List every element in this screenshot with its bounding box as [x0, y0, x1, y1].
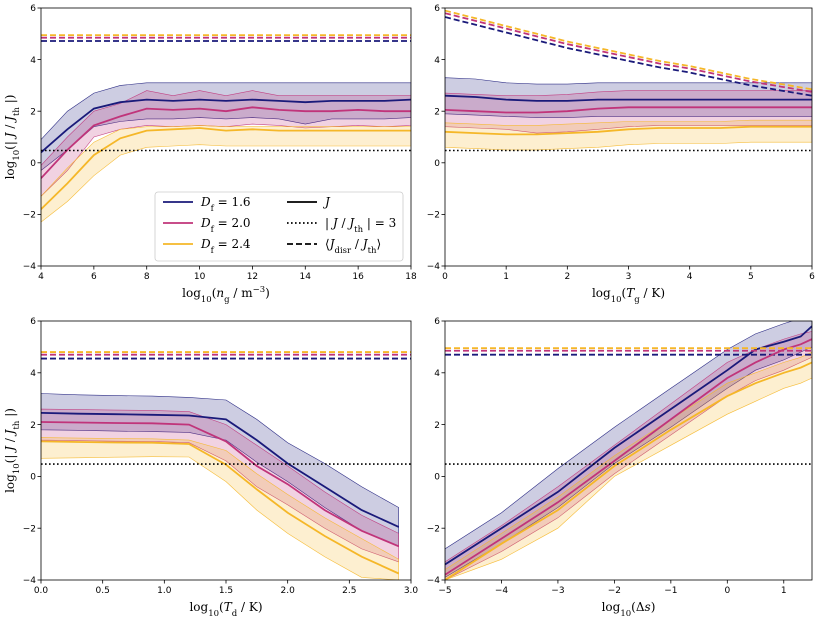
line-disr-Df20	[445, 12, 812, 93]
panel-3: 0.0 0.5 1.0 1.5 2.0 2.5 3.0 −4 −2 0 2 4 6 log10(Td / …	[3, 317, 418, 619]
line-J-Df16	[445, 325, 812, 566]
x-tick-label: 2.0	[281, 586, 296, 596]
y-tick-label: −4	[23, 262, 37, 272]
x-tick-label: 12	[247, 272, 258, 282]
x-tick-label: 1.5	[219, 586, 233, 596]
y-tick-label: −2	[23, 211, 36, 221]
y-tick-label: −2	[427, 524, 440, 534]
y-tick-label: 4	[30, 56, 36, 66]
x-tick-label: 18	[405, 272, 417, 282]
legend-label-disr: ⟨Jdisr / Jth⟩	[325, 237, 381, 256]
y-axis-label: log10(| J / Jth |)	[3, 408, 22, 493]
legend-label-Df20: Df = 2.0	[200, 216, 251, 235]
y-tick-label: −4	[23, 576, 37, 586]
legend: Df = 1.6 Df = 2.0 Df = 2.4 J | J / Jth | = 3…	[154, 191, 404, 262]
plot-area	[41, 34, 411, 223]
x-tick-label: 0.5	[96, 586, 110, 596]
x-axis-label: log10(Δs)	[602, 600, 656, 619]
plot-area	[445, 321, 812, 580]
line-J-Df16	[41, 412, 400, 528]
y-tick-label: 2	[30, 421, 36, 431]
line-J-Df24	[445, 361, 812, 580]
legend-box	[154, 191, 404, 262]
y-axis-label: log10(| J / Jth |)	[3, 95, 22, 180]
axes-frame	[444, 320, 813, 581]
y-tick-label: 2	[434, 421, 440, 431]
y-tick-label: 6	[434, 317, 440, 327]
x-tick-label: −2	[608, 586, 621, 596]
x-tick-label: 3	[626, 272, 632, 282]
x-tick-label: 0	[442, 272, 448, 282]
band-Df24	[41, 437, 399, 580]
x-tick-label: −5	[438, 586, 451, 596]
line-disr-Df24	[445, 9, 812, 91]
x-tick-label: 0	[724, 586, 730, 596]
band-Df24	[445, 351, 812, 580]
x-axis-label: log10(ng / m−3)	[182, 285, 270, 305]
y-tick-label: 0	[434, 473, 440, 483]
y-tick-label: 4	[30, 369, 36, 379]
y-tick-label: 4	[434, 369, 440, 379]
x-tick-label: 4	[38, 272, 44, 282]
y-tick-label: 6	[434, 4, 440, 14]
line-J-Df20	[445, 338, 812, 576]
band-Df20	[445, 331, 812, 580]
line-J-Df20	[445, 106, 812, 114]
y-tick-label: −2	[427, 211, 440, 221]
x-axis-label: log10(Td / K)	[189, 600, 262, 619]
y-tick-label: 0	[434, 159, 440, 169]
y-tick-label: 0	[30, 473, 36, 483]
plot-area	[41, 351, 411, 580]
legend-label-Df16: Df = 1.6	[200, 195, 251, 214]
line-J-Df16	[41, 98, 411, 154]
line-disr-Df16	[445, 16, 812, 97]
axes-frame	[40, 7, 412, 267]
x-tick-label: 8	[144, 272, 150, 282]
x-tick-label: 10	[194, 272, 206, 282]
band-Df16	[41, 82, 411, 171]
legend-label-J: J	[322, 195, 331, 209]
x-tick-label: 5	[748, 272, 754, 282]
x-tick-label: 0.0	[34, 586, 49, 596]
y-tick-label: 6	[30, 317, 36, 327]
panel-1: 4 6 8 10 12 14 16 18 −4 −2 0 2 4 6 log10(ng / m−3) log1…	[3, 4, 417, 305]
x-tick-label: −1	[664, 586, 677, 596]
y-tick-label: −2	[23, 524, 36, 534]
y-tick-label: 4	[434, 56, 440, 66]
y-tick-label: 0	[30, 159, 36, 169]
y-tick-label: −4	[427, 576, 441, 586]
y-tick-label: 6	[30, 4, 36, 14]
band-Df16	[445, 321, 812, 578]
x-tick-label: −4	[495, 586, 509, 596]
x-tick-label: 3.0	[404, 586, 419, 596]
legend-label-Df24: Df = 2.4	[200, 237, 251, 256]
x-tick-label: 4	[687, 272, 693, 282]
x-tick-label: 16	[352, 272, 364, 282]
x-tick-label: 6	[91, 272, 97, 282]
x-tick-label: 2	[564, 272, 570, 282]
x-tick-label: 1.0	[157, 586, 172, 596]
panel-2: 0 1 2 3 4 5 6 −4 −2 0 2 4 6 log10(Tg / K)	[427, 4, 815, 305]
x-tick-label: 2.5	[342, 586, 356, 596]
line-J-Df24	[445, 125, 812, 136]
y-tick-label: 2	[30, 107, 36, 117]
x-tick-label: −3	[551, 586, 564, 596]
plot-area	[445, 9, 812, 152]
legend-label-thr: | J / Jth | = 3	[325, 216, 396, 235]
x-tick-label: 6	[809, 272, 815, 282]
line-J-Df24	[41, 127, 411, 210]
x-axis-label: log10(Tg / K)	[592, 286, 665, 305]
x-tick-label: 1	[503, 272, 509, 282]
band-Df20	[41, 90, 411, 197]
x-tick-label: 14	[300, 272, 312, 282]
line-J-Df20	[41, 106, 411, 179]
y-tick-label: 2	[434, 107, 440, 117]
band-Df24	[41, 125, 411, 223]
line-J-Df16	[445, 94, 812, 102]
line-J-Df20	[41, 421, 400, 548]
x-tick-label: 1	[781, 586, 787, 596]
y-tick-label: −4	[427, 262, 441, 272]
